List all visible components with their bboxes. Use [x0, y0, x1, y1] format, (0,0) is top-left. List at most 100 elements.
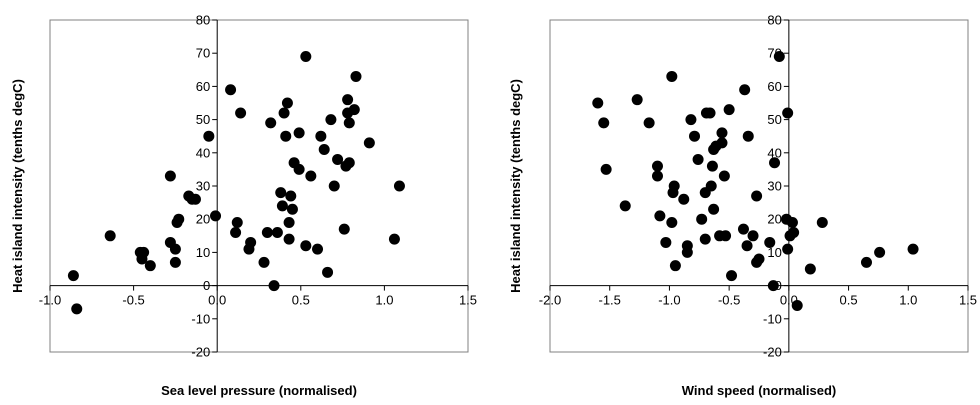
x-tick-label: 0.5	[840, 293, 858, 308]
x-axis-title: Sea level pressure (normalised)	[161, 383, 357, 398]
data-point	[342, 94, 354, 106]
data-point	[363, 137, 375, 149]
data-point	[689, 130, 701, 142]
data-point	[231, 217, 243, 229]
data-point	[325, 114, 337, 126]
data-point	[654, 210, 666, 222]
data-point	[328, 180, 340, 192]
data-point	[210, 210, 222, 222]
data-point	[164, 170, 176, 182]
data-point	[343, 117, 355, 129]
y-tick-label: 40	[196, 145, 210, 160]
x-tick-label: -0.5	[122, 293, 144, 308]
data-point	[138, 246, 150, 258]
data-point	[598, 117, 610, 129]
data-point	[144, 260, 156, 272]
data-point	[338, 223, 350, 235]
data-point	[278, 107, 290, 119]
data-point	[726, 270, 738, 282]
y-tick-label: 40	[767, 145, 781, 160]
y-tick-label: 20	[767, 212, 781, 227]
data-point	[281, 97, 293, 109]
x-tick-label: 1.5	[959, 293, 977, 308]
data-point	[169, 256, 181, 268]
data-point	[739, 84, 751, 96]
y-tick-label: 80	[767, 13, 781, 28]
data-point	[764, 236, 776, 248]
y-tick-label: 50	[196, 112, 210, 127]
data-point	[816, 217, 828, 229]
data-point	[660, 236, 672, 248]
data-point	[737, 223, 749, 235]
data-point	[261, 226, 273, 238]
data-point	[280, 130, 292, 142]
data-point	[332, 153, 344, 165]
y-tick-label: 0	[203, 278, 210, 293]
data-point	[678, 193, 690, 205]
data-point	[388, 233, 400, 245]
data-point	[322, 266, 334, 278]
data-point	[350, 70, 362, 82]
data-point	[283, 233, 295, 245]
data-point	[804, 263, 816, 275]
data-point	[751, 190, 763, 202]
data-point	[716, 127, 728, 139]
data-point	[592, 97, 604, 109]
data-point	[318, 143, 330, 155]
data-point	[705, 180, 717, 192]
data-point	[173, 213, 185, 225]
data-point	[286, 203, 298, 215]
data-point	[104, 230, 116, 242]
data-point	[706, 160, 718, 172]
y-tick-label: 30	[767, 179, 781, 194]
data-point	[285, 190, 297, 202]
data-point	[651, 170, 663, 182]
y-tick-label: -20	[191, 345, 210, 360]
data-point	[293, 163, 305, 175]
y-tick-label: 10	[767, 245, 781, 260]
data-point	[293, 127, 305, 139]
data-point	[696, 213, 708, 225]
data-point	[692, 153, 704, 165]
y-axis-title: Heat island intensity (tenths degC)	[10, 79, 25, 293]
y-tick-label: 50	[767, 112, 781, 127]
data-point	[786, 217, 798, 229]
y-tick-label: -20	[763, 345, 782, 360]
data-point	[67, 270, 79, 282]
x-tick-label: 1.0	[375, 293, 393, 308]
data-point	[742, 130, 754, 142]
data-point	[265, 117, 277, 129]
data-point	[874, 246, 886, 258]
data-point	[791, 300, 803, 312]
data-point	[747, 230, 759, 242]
data-point	[666, 217, 678, 229]
plot-frame-1	[49, 19, 469, 353]
data-point	[782, 243, 794, 255]
data-point	[769, 157, 781, 169]
data-point	[718, 170, 730, 182]
x-tick-label: 0.0	[208, 293, 226, 308]
data-point	[631, 94, 643, 106]
data-point	[753, 253, 765, 265]
data-point	[651, 160, 663, 172]
data-point	[300, 240, 312, 252]
data-point	[723, 104, 735, 116]
data-point	[668, 180, 680, 192]
x-tick-label: 1.5	[459, 293, 477, 308]
data-point	[276, 200, 288, 212]
data-point	[767, 280, 779, 292]
data-point	[203, 130, 215, 142]
y-tick-label: -10	[191, 311, 210, 326]
y-tick-label: 60	[196, 79, 210, 94]
data-point	[305, 170, 317, 182]
y-tick-label: 80	[196, 13, 210, 28]
data-point	[782, 107, 794, 119]
x-axis-title: Wind speed (normalised)	[682, 383, 836, 398]
data-point	[71, 303, 83, 315]
data-point	[788, 226, 800, 238]
data-point	[189, 193, 201, 205]
data-point	[275, 187, 287, 199]
data-point	[600, 163, 612, 175]
x-tick-label: -1.0	[658, 293, 680, 308]
